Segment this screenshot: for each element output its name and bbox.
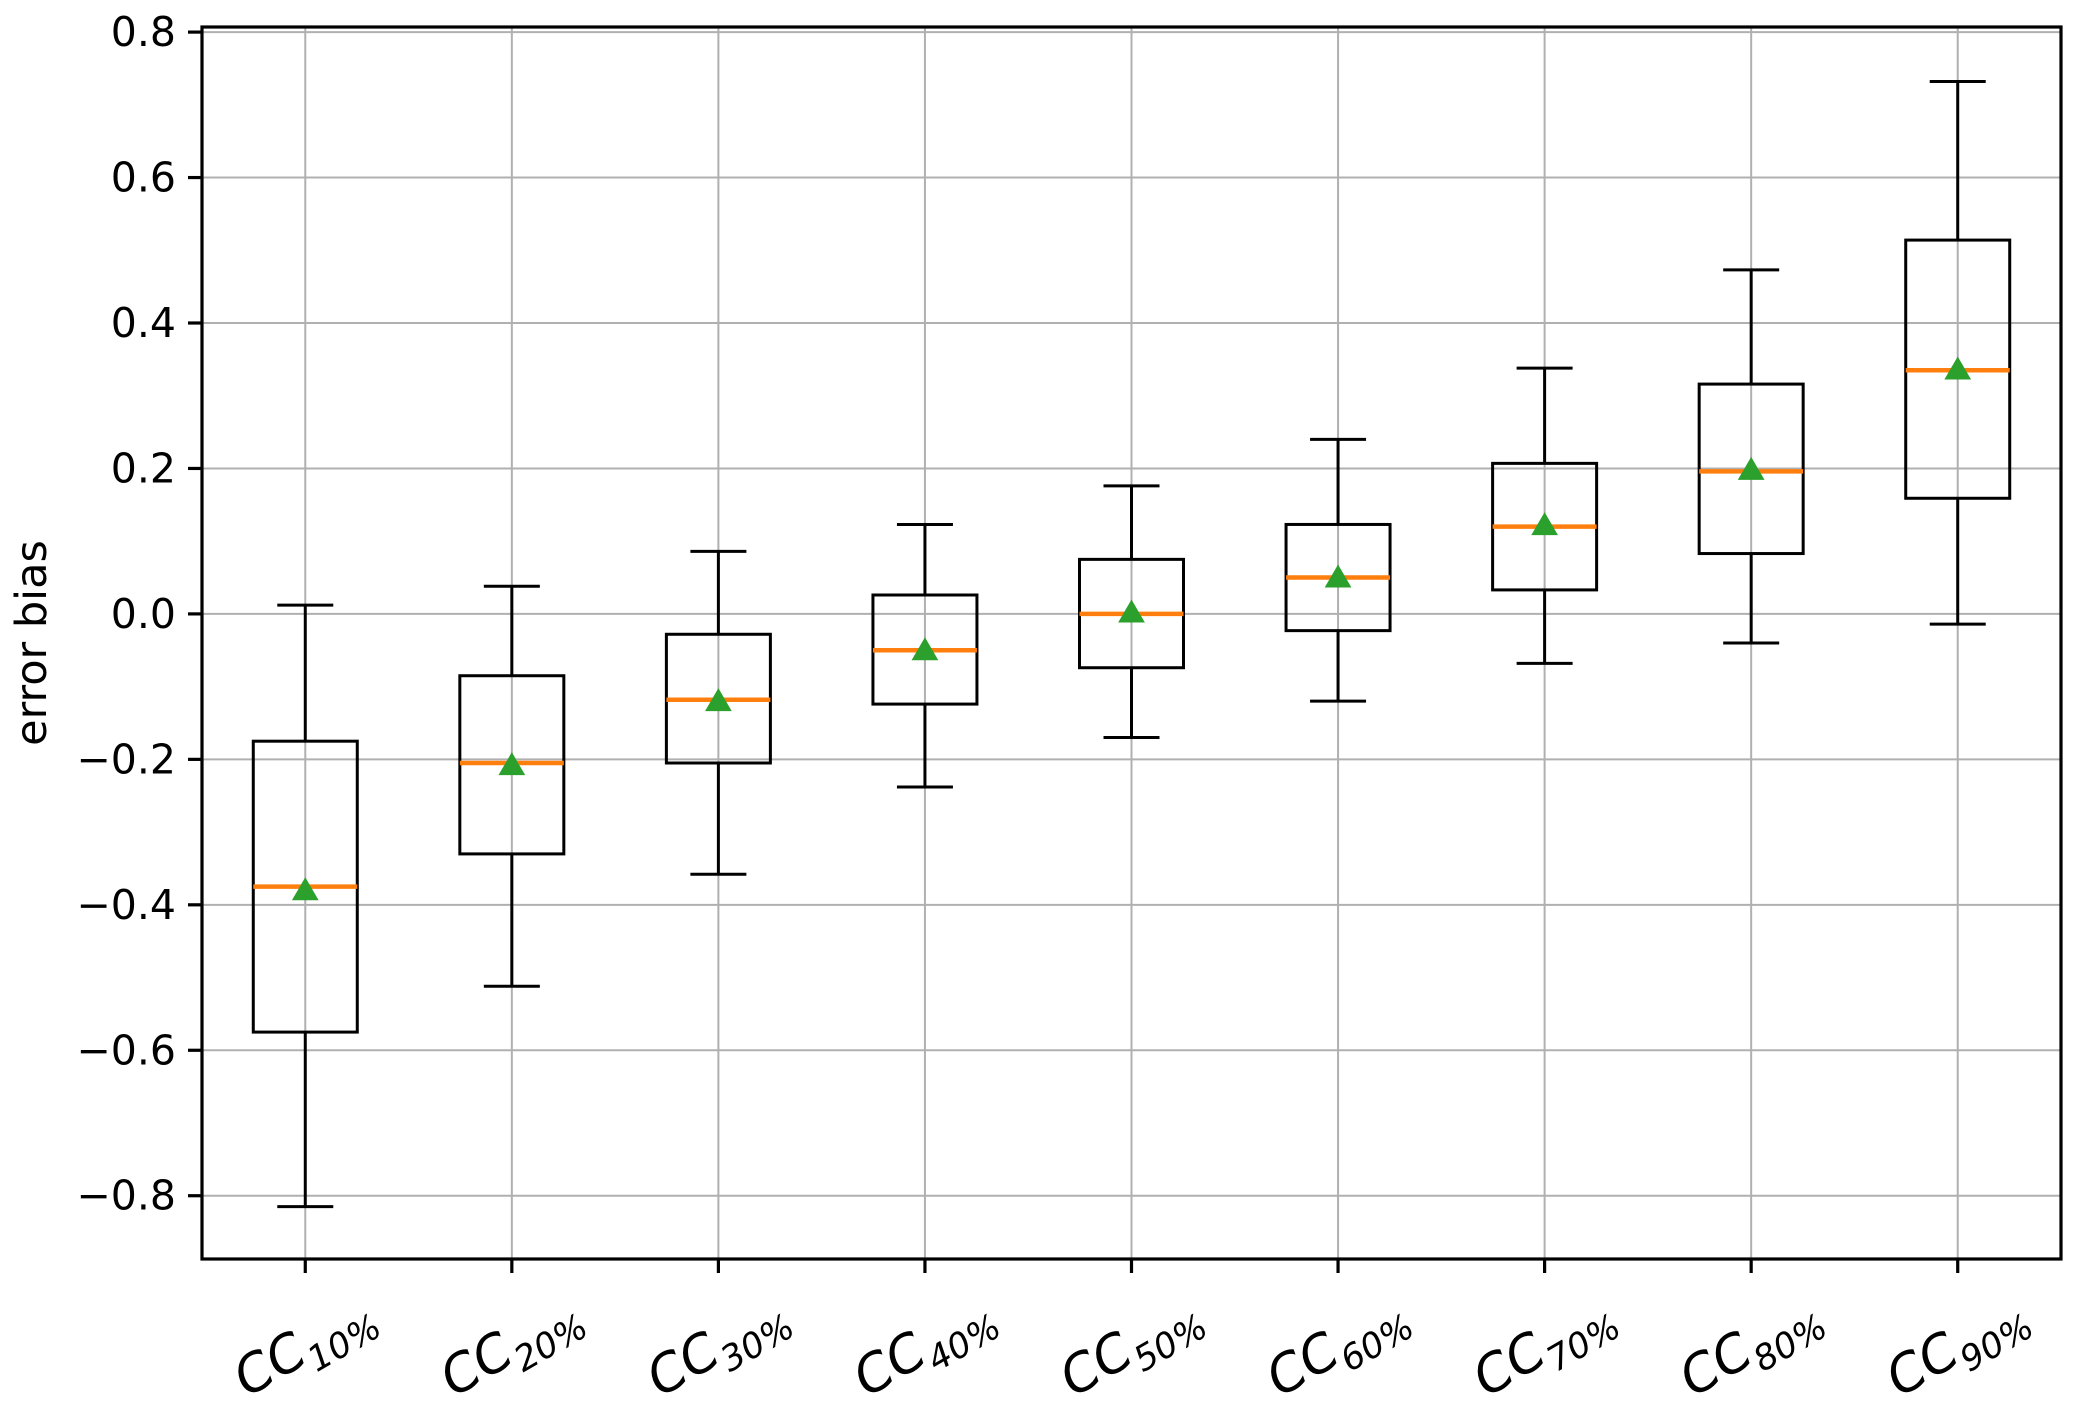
y-tick-label: −0.8 (76, 1172, 176, 1220)
x-tick-label: CC70% (1463, 1282, 1628, 1417)
x-tick-label-base: CC (430, 1320, 523, 1409)
x-tick-label: CC80% (1670, 1282, 1835, 1417)
x-tick-label-subscript: 90% (1953, 1307, 2040, 1381)
box-cc-20pct (458, 584, 566, 988)
y-tick-label: 0.2 (111, 444, 176, 492)
x-tick-label-subscript: 10% (301, 1307, 388, 1381)
y-tick-label: −0.6 (76, 1026, 176, 1074)
x-tick-label: CC10% (224, 1282, 389, 1417)
mean-marker triangle-up-icon (498, 752, 526, 776)
x-tick-label: CC90% (1876, 1282, 2041, 1417)
x-tick-label-base: CC (1050, 1320, 1143, 1409)
x-tick-label: CC40% (843, 1282, 1008, 1417)
gridlines (202, 27, 2061, 1259)
box-cc-90pct (1904, 80, 2012, 626)
x-tick-label-subscript: 50% (1127, 1307, 1214, 1381)
mean-marker triangle-up-icon (1531, 512, 1558, 536)
x-tick-label-subscript: 30% (714, 1307, 801, 1381)
x-tick-label-subscript: 40% (921, 1307, 1008, 1381)
y-tick-label: −0.2 (76, 735, 176, 783)
x-tick-label-base: CC (1876, 1320, 1969, 1409)
box-cc-70pct (1491, 366, 1599, 665)
mean-marker triangle-up-icon (291, 877, 319, 901)
x-tick-label: CC20% (430, 1282, 595, 1417)
mean-marker triangle-up-icon (1944, 356, 1972, 380)
mean-marker triangle-up-icon (705, 688, 732, 712)
box-cc-30pct (664, 549, 772, 876)
box-cc-80pct (1697, 268, 1805, 645)
y-axis-label-text: error bias (7, 540, 57, 746)
box-cc-40pct (871, 522, 979, 789)
x-tick-label-base: CC (1670, 1320, 1763, 1409)
x-tick-label-base: CC (224, 1320, 317, 1409)
x-tick-label: CC50% (1050, 1282, 1215, 1417)
y-tick-label: 0.0 (111, 590, 176, 638)
y-tick-label: 0.8 (111, 8, 176, 56)
mean-marker triangle-up-icon (911, 637, 939, 661)
x-tick-label-subscript: 80% (1747, 1307, 1834, 1381)
x-tick-label-base: CC (1256, 1320, 1349, 1409)
x-tick-label: CC30% (637, 1282, 802, 1417)
x-tick-label-subscript: 70% (1540, 1307, 1627, 1381)
box-rect (1697, 382, 1805, 556)
box-cc-60pct (1284, 437, 1392, 703)
x-axis: CC10% CC20% CC30% CC40% CC50% CC60% CC70% CC80%… (224, 1259, 2041, 1417)
box-cc-50pct (1078, 484, 1185, 740)
mean-marker triangle-up-icon (1324, 564, 1352, 588)
x-tick-label-subscript: 60% (1334, 1307, 1421, 1381)
x-tick-label: CC60% (1256, 1282, 1421, 1417)
y-tick-label: −0.4 (76, 881, 176, 929)
x-tick-label-subscript: 20% (508, 1307, 595, 1381)
x-tick-label-base: CC (843, 1320, 936, 1409)
y-tick-label: 0.4 (111, 299, 176, 347)
mean-marker triangle-up-icon (1118, 599, 1145, 623)
y-tick-label: 0.6 (111, 154, 176, 202)
y-axis: 0.8 0.6 0.4 0.2 0.0 −0.2 −0.4 −0.6 −0.8 (76, 8, 202, 1220)
x-tick-label-base: CC (637, 1320, 730, 1409)
x-tick-label-base: CC (1463, 1320, 1556, 1409)
mean-marker triangle-up-icon (1737, 456, 1765, 480)
box-cc-10pct (251, 603, 359, 1209)
